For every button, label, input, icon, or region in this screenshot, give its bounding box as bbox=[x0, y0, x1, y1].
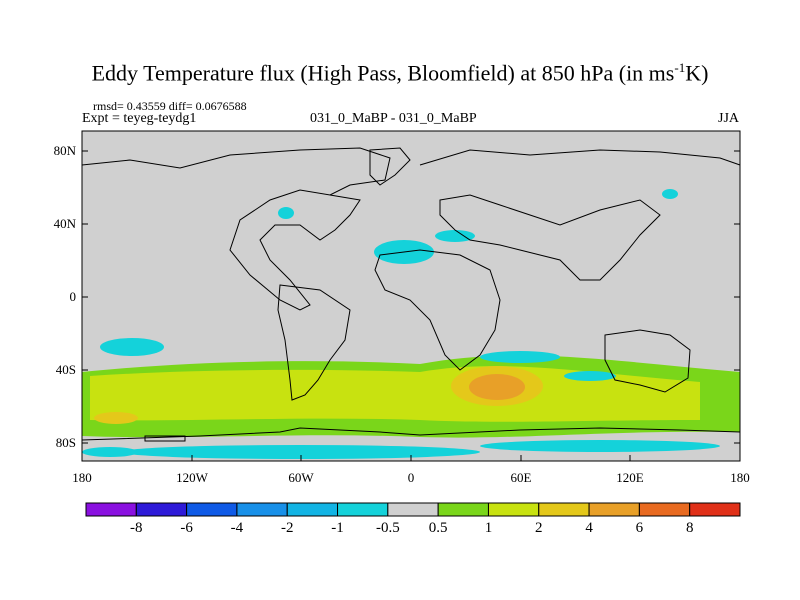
lat-label-80s: 80S bbox=[55, 435, 76, 450]
comparison-label: 031_0_MaBP - 031_0_MaBP bbox=[310, 111, 477, 126]
colorbar-label: 2 bbox=[535, 520, 543, 536]
experiment-label: Expt = teyeg-teydg1 bbox=[82, 111, 197, 126]
coast-north-america bbox=[81, 147, 391, 311]
stats-line: rmsd= 0.43559 diff= 0.0676588 bbox=[93, 99, 247, 113]
colorbar-label: -8 bbox=[130, 520, 143, 536]
lon-tick-marks bbox=[81, 455, 741, 461]
neg-patch-antarctic-far bbox=[82, 447, 138, 457]
colorbar-label: -2 bbox=[280, 520, 294, 536]
colorbar-label: -1 bbox=[331, 520, 344, 536]
colorbar-box bbox=[588, 502, 640, 517]
lat-label-0: 0 bbox=[69, 289, 77, 304]
colorbar-box bbox=[638, 502, 691, 517]
colorbar-box bbox=[487, 502, 540, 517]
lat-label-80n: 80N bbox=[53, 143, 76, 158]
southern-high-west bbox=[94, 412, 138, 424]
colorbar-box bbox=[387, 502, 439, 517]
coast-south-america bbox=[277, 284, 351, 401]
lon-label-0: 0 bbox=[407, 470, 415, 485]
neg-patch-antarctic-w bbox=[120, 445, 480, 459]
southern-peak bbox=[469, 374, 525, 400]
colorbar-label: -4 bbox=[230, 520, 244, 536]
neg-patch-pacific bbox=[100, 338, 164, 356]
lat-tick-marks bbox=[82, 150, 740, 444]
colorbar bbox=[85, 502, 741, 517]
coast-eurasia bbox=[419, 149, 741, 281]
neg-patch-siberia bbox=[662, 189, 678, 199]
colorbar-label: -6 bbox=[180, 520, 193, 536]
colorbar-box bbox=[286, 502, 339, 517]
coastlines bbox=[81, 147, 741, 442]
colorbar-label: -0.5 bbox=[375, 520, 400, 536]
colorbar-box bbox=[186, 502, 238, 517]
chart-title: Eddy Temperature flux (High Pass, Bloomf… bbox=[91, 60, 709, 86]
southern-band-mid bbox=[90, 366, 700, 422]
neg-patch-south-atl bbox=[480, 351, 560, 363]
lon-label-60e: 60E bbox=[510, 470, 532, 485]
colorbar-label: 6 bbox=[635, 520, 644, 536]
colorbar-label: 0.5 bbox=[428, 520, 448, 536]
coast-greenland bbox=[369, 147, 411, 186]
colorbar-box bbox=[337, 502, 389, 517]
neg-patch-antarctic-e bbox=[480, 440, 720, 452]
coast-antarctica bbox=[81, 427, 741, 441]
coast-australia bbox=[604, 329, 691, 393]
lon-label-180w: 180 bbox=[72, 470, 92, 485]
colorbar-box bbox=[538, 502, 590, 517]
neg-patch-south-ind bbox=[564, 371, 616, 381]
lon-label-120e: 120E bbox=[616, 470, 644, 485]
colorbar-label: 4 bbox=[585, 520, 593, 536]
lon-label-180e: 180 bbox=[730, 470, 750, 485]
lat-label-40s: 40S bbox=[55, 362, 76, 377]
colorbar-box bbox=[85, 502, 137, 517]
lon-label-120w: 120W bbox=[176, 470, 208, 485]
season-label: JJA bbox=[718, 111, 740, 126]
colorbar-label: 8 bbox=[685, 520, 694, 536]
colorbar-box bbox=[135, 502, 188, 517]
neg-patch-pacific-n bbox=[278, 207, 294, 219]
colorbar-box bbox=[689, 502, 741, 517]
lon-label-60w: 60W bbox=[288, 470, 314, 485]
colorbar-box bbox=[236, 502, 288, 517]
colorbar-label: 1 bbox=[484, 520, 493, 536]
neg-patch-atlantic-n2 bbox=[435, 230, 475, 242]
colorbar-box bbox=[437, 502, 489, 517]
lat-label-40n: 40N bbox=[53, 216, 76, 231]
coast-africa bbox=[374, 249, 501, 371]
coast-island-south bbox=[144, 435, 186, 442]
